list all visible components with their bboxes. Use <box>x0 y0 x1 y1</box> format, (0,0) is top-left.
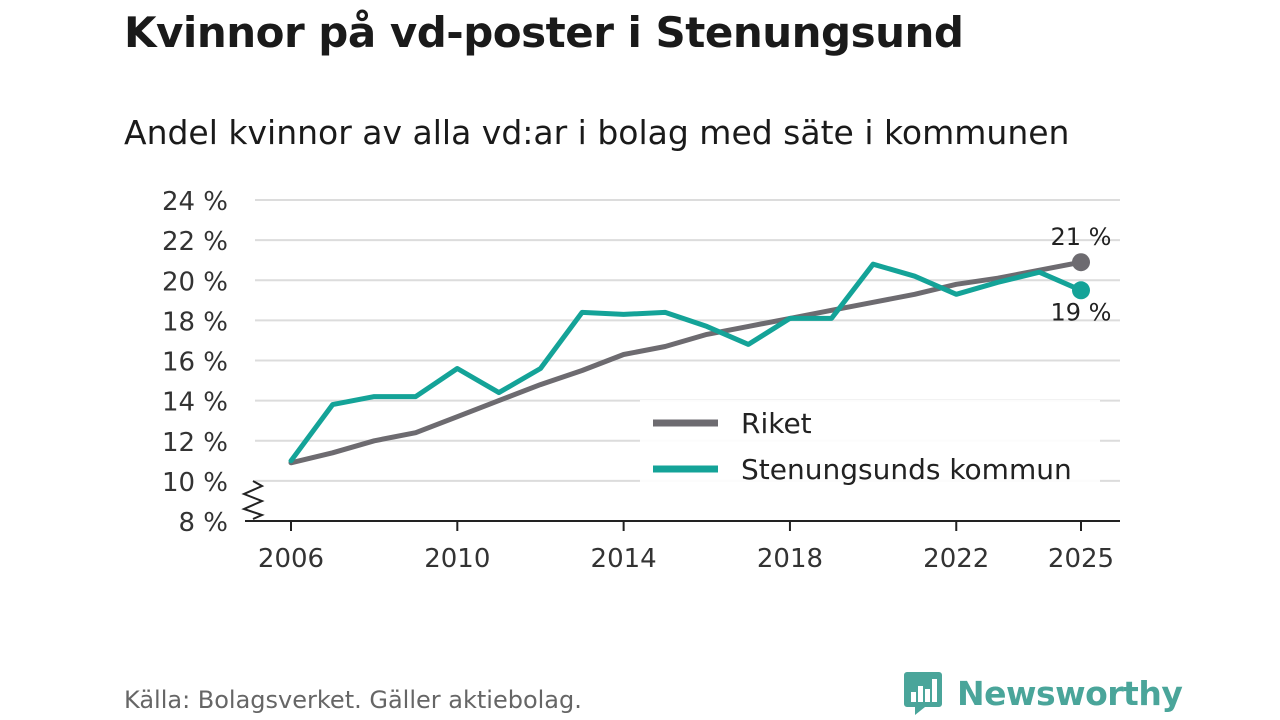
legend-background <box>640 400 1100 488</box>
end-point-riket <box>1072 253 1090 272</box>
x-tick-label: 2014 <box>591 544 657 574</box>
x-tick-label: 2022 <box>923 544 989 574</box>
y-tick-label: 22 % <box>162 227 228 257</box>
end-label-riket: 21 % <box>1051 223 1112 251</box>
x-tick-label: 2010 <box>424 544 490 574</box>
end-point-kommun <box>1072 281 1090 300</box>
chart-subtitle: Andel kvinnor av alla vd:ar i bolag med … <box>124 113 1070 152</box>
series-line-kommun <box>288 261 1084 464</box>
source-note: Källa: Bolagsverket. Gäller aktiebolag. <box>124 686 582 714</box>
x-tick-label: 2025 <box>1048 544 1114 574</box>
series-line-riket <box>288 259 1084 466</box>
y-tick-label: 18 % <box>162 307 228 337</box>
axis-break-icon <box>241 480 265 520</box>
y-tick-label: 20 % <box>162 267 228 297</box>
y-tick-label: 16 % <box>162 348 228 378</box>
x-tick-label: 2006 <box>258 544 324 574</box>
end-labels: 21 % 19 % <box>1051 223 1112 326</box>
brand-logo: Newsworthy <box>903 670 1183 716</box>
legend-label-kommun: Stenungsunds kommun <box>741 453 1072 486</box>
newsworthy-logo-icon <box>904 672 942 715</box>
x-tick-label: 2018 <box>757 544 823 574</box>
end-label-kommun: 19 % <box>1051 298 1112 326</box>
chart-title: Kvinnor på vd-poster i Stenungsund <box>124 8 964 57</box>
brand-name: Newsworthy <box>957 673 1183 713</box>
y-tick-label: 8 % <box>178 508 228 538</box>
legend-label-riket: Riket <box>741 407 812 440</box>
series-lines <box>288 253 1090 466</box>
y-tick-label: 10 % <box>162 468 228 498</box>
y-tick-label: 14 % <box>162 388 228 418</box>
y-tick-label: 24 % <box>162 187 228 217</box>
legend: Riket Stenungsunds kommun <box>640 400 1100 488</box>
y-axis-ticks: 8 % 10 % 12 % 14 % 16 % 18 % 20 % 22 % 24 % <box>162 187 228 538</box>
y-tick-label: 12 % <box>162 428 228 458</box>
x-axis-ticks: 2006 2010 2014 2018 2022 2025 <box>241 480 1120 574</box>
